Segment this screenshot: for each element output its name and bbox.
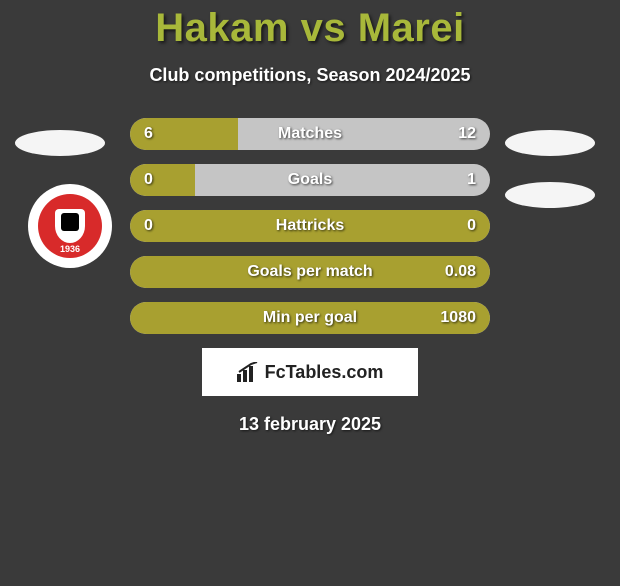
subtitle: Club competitions, Season 2024/2025 [0, 65, 620, 86]
bar-label: Goals [288, 171, 332, 189]
bar-chart-icon [237, 362, 259, 382]
bar-left-fill [130, 164, 195, 196]
bar-value-right: 1080 [440, 309, 476, 327]
date-label: 13 february 2025 [0, 414, 620, 435]
bar-label: Goals per match [247, 263, 372, 281]
page-title: Hakam vs Marei [0, 6, 620, 51]
bar-value-right: 1 [467, 171, 476, 189]
stat-bar: 0 Hattricks 0 [130, 210, 490, 242]
player-left-placeholder [15, 130, 105, 156]
bar-label: Matches [278, 125, 342, 143]
stat-bar: 0 Goals 1 [130, 164, 490, 196]
player-right-placeholder [505, 130, 595, 156]
bar-label: Hattricks [276, 217, 344, 235]
stat-bar: 6 Matches 12 [130, 118, 490, 150]
brand-text: FcTables.com [265, 362, 384, 383]
bar-value-right: 0 [467, 217, 476, 235]
club-badge-year: 1936 [60, 244, 80, 254]
bar-value-right: 12 [458, 125, 476, 143]
club-badge-left: 1936 [28, 184, 112, 268]
shield-icon [55, 209, 85, 243]
bar-value-left: 6 [144, 125, 153, 143]
bar-value-left: 0 [144, 171, 153, 189]
player-right-placeholder-2 [505, 182, 595, 208]
bar-value-left: 0 [144, 217, 153, 235]
bar-value-right: 0.08 [445, 263, 476, 281]
stat-bar: Goals per match 0.08 [130, 256, 490, 288]
bar-label: Min per goal [263, 309, 357, 327]
brand-box: FcTables.com [202, 348, 418, 396]
stat-bar: Min per goal 1080 [130, 302, 490, 334]
